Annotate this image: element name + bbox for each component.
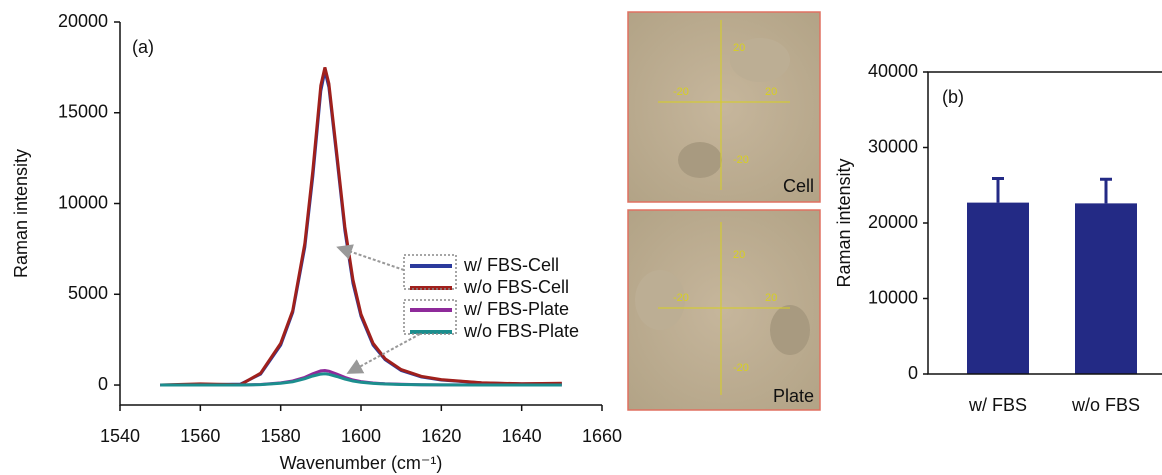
x-tick-label: 1580 xyxy=(261,426,301,446)
x-tick-label: 1640 xyxy=(502,426,542,446)
x-axis-label: Wavenumber (cm⁻¹) xyxy=(280,453,443,473)
y-axis-label: Raman intensity xyxy=(11,149,31,278)
legend-label: w/ FBS-Cell xyxy=(463,255,559,275)
x-tick-label: w/ FBS xyxy=(968,395,1027,415)
y-tick-label: 0 xyxy=(908,363,918,383)
axis xyxy=(119,22,602,406)
x-tick-label: 1600 xyxy=(341,426,381,446)
arrow xyxy=(346,333,421,374)
legend-label: w/o FBS-Plate xyxy=(463,321,579,341)
legend-label: w/o FBS-Cell xyxy=(463,277,569,297)
micrograph-plate: 20 -20 20 -20 Plate xyxy=(627,209,821,411)
panel-label: (b) xyxy=(942,87,964,107)
micrograph-label: Cell xyxy=(783,176,814,196)
y-tick-label: 20000 xyxy=(868,212,918,232)
y-tick-label: 5000 xyxy=(68,283,108,303)
line xyxy=(160,67,562,387)
y-tick-label: 30000 xyxy=(868,136,918,156)
legend-box xyxy=(403,254,457,290)
scale-label: -20 xyxy=(733,362,749,374)
y-tick-label: 40000 xyxy=(868,61,918,81)
scale-label: 20 xyxy=(733,42,745,54)
y-tick-label: 10000 xyxy=(868,287,918,307)
arrow xyxy=(336,244,405,271)
scale-label: -20 xyxy=(733,154,749,166)
x-tick-label: 1620 xyxy=(421,426,461,446)
scale-label: -20 xyxy=(673,86,689,98)
micrograph-label: Plate xyxy=(773,386,814,406)
y-axis-label: Raman intensity xyxy=(834,158,854,287)
y-tick-label: 15000 xyxy=(58,102,108,122)
scale-label: 20 xyxy=(765,292,777,304)
scale-label: -20 xyxy=(673,292,689,304)
legend-label: w/ FBS-Plate xyxy=(463,299,569,319)
axis xyxy=(927,71,1162,375)
error-bar xyxy=(992,176,1004,203)
y-tick-label: 0 xyxy=(98,374,108,394)
x-tick-label: 1660 xyxy=(582,426,622,446)
legend-box xyxy=(403,299,457,335)
error-bar xyxy=(1100,177,1112,204)
bar xyxy=(1075,203,1137,374)
x-tick-label: 1540 xyxy=(100,426,140,446)
micrograph-cell: 20 -20 20 -20 Cell xyxy=(627,11,821,203)
panel-label: (a) xyxy=(132,37,154,57)
x-tick-label: 1560 xyxy=(180,426,220,446)
scale-label: 20 xyxy=(765,86,777,98)
scale-label: 20 xyxy=(733,249,745,261)
y-tick-label: 10000 xyxy=(58,192,108,212)
bar xyxy=(967,202,1029,374)
x-tick-label: w/o FBS xyxy=(1071,395,1140,415)
line xyxy=(160,372,562,387)
y-tick-label: 20000 xyxy=(58,11,108,31)
